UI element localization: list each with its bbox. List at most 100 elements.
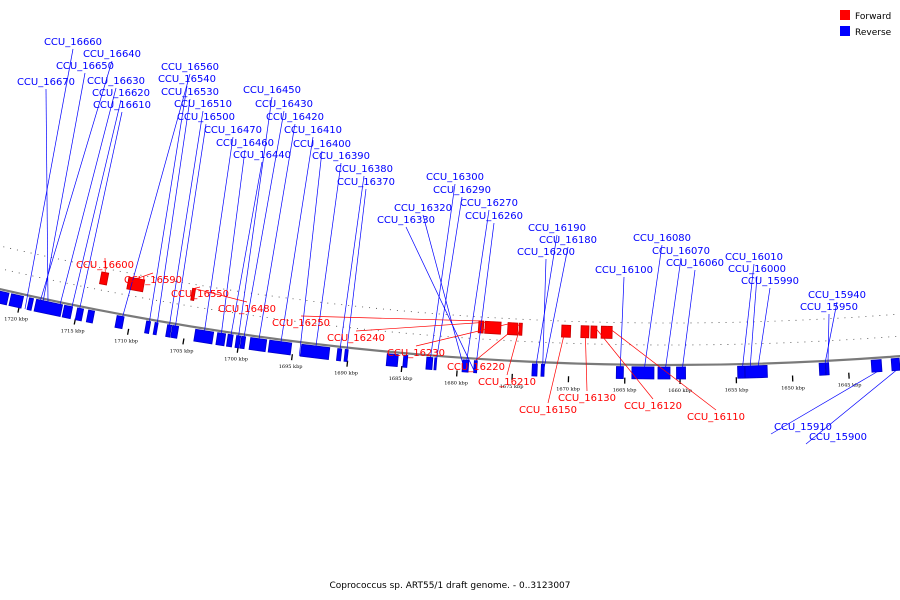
reverse-gene-label: CCU_15990 — [741, 276, 799, 287]
scale-tick-label: 1690 kbp — [334, 371, 358, 377]
legend-reverse-swatch — [840, 26, 850, 36]
forward-gene[interactable] — [561, 324, 572, 338]
reverse-gene[interactable] — [8, 293, 25, 309]
scale-tick-label: 1715 kbp — [61, 328, 85, 334]
reverse-gene[interactable] — [0, 290, 10, 306]
reverse-label-leader — [619, 276, 625, 379]
genome-backbone — [0, 287, 900, 367]
scale-tick-label: 1675 kbp — [500, 384, 524, 390]
reverse-label-leader — [464, 209, 490, 373]
legend: Forward Reverse — [840, 10, 892, 38]
reverse-gene-label: CCU_15900 — [809, 432, 867, 443]
reverse-label-leader — [827, 313, 830, 375]
reverse-label-leader — [202, 136, 234, 343]
reverse-gene-label: CCU_16260 — [465, 211, 523, 222]
reverse-gene-label: CCU_16390 — [312, 151, 370, 162]
forward-gene[interactable] — [126, 276, 146, 293]
forward-gene[interactable] — [600, 325, 613, 339]
reverse-gene-label: CCU_16610 — [93, 100, 151, 111]
reverse-gene[interactable] — [26, 297, 35, 311]
legend-reverse-label: Reverse — [855, 28, 892, 38]
reverse-gene[interactable] — [74, 307, 85, 322]
forward-gene[interactable] — [580, 325, 590, 339]
scale-tick-label: 1720 kbp — [4, 316, 28, 322]
reverse-gene-label: CCU_16540 — [158, 74, 216, 85]
scale-tick-label: 1710 kbp — [114, 339, 138, 345]
reverse-label-leader — [219, 149, 246, 346]
reverse-gene-label: CCU_16430 — [255, 99, 313, 110]
forward-gene[interactable] — [99, 271, 110, 286]
genes — [0, 271, 900, 380]
reverse-gene-label: CCU_16530 — [161, 87, 219, 98]
reverse-label-leader — [345, 188, 367, 362]
reverse-gene[interactable] — [818, 362, 827, 376]
reverse-gene-label: CCU_16000 — [728, 264, 786, 275]
forward-gene-label: CCU_16590 — [124, 275, 182, 286]
label-leaders — [24, 48, 897, 445]
scale-tick-label: 1670 kbp — [556, 386, 580, 392]
forward-label-leader — [415, 322, 514, 347]
reverse-gene[interactable] — [631, 366, 655, 380]
forward-gene-label: CCU_16600 — [76, 260, 134, 271]
forward-label-leader — [300, 315, 482, 322]
reverse-gene-label: CCU_16450 — [243, 85, 301, 96]
forward-gene[interactable] — [590, 325, 598, 339]
reverse-label-leader — [749, 275, 758, 378]
reverse-label-leader — [680, 269, 696, 380]
reverse-label-leader — [822, 301, 838, 376]
forward-gene-label: CCU_16130 — [558, 393, 616, 404]
forward-gene-label: CCU_16220 — [447, 362, 505, 373]
reverse-label-leader — [147, 85, 188, 334]
legend-forward-label: Forward — [855, 12, 891, 22]
reverse-label-leader — [45, 88, 49, 315]
reverse-gene-label: CCU_15910 — [774, 422, 832, 433]
reverse-gene-label: CCU_16670 — [17, 77, 75, 88]
reverse-gene[interactable] — [890, 357, 900, 372]
reverse-gene-label: CCU_16650 — [56, 61, 114, 72]
dotted-rings — [0, 245, 900, 346]
reverse-label-leader — [236, 96, 273, 348]
forward-label-leader — [355, 321, 494, 332]
forward-gene-label: CCU_16150 — [519, 405, 577, 416]
forward-gene-label: CCU_16110 — [687, 412, 745, 423]
scale-tick-label: 1700 kbp — [224, 357, 248, 363]
reverse-label-leader — [256, 123, 296, 351]
reverse-gene-label: CCU_16070 — [652, 246, 710, 257]
reverse-gene[interactable] — [870, 359, 883, 373]
scale-tick-label: 1645 kbp — [838, 383, 862, 389]
scale-tick-label: 1680 kbp — [444, 380, 468, 386]
forward-gene-label: CCU_16240 — [327, 333, 385, 344]
reverse-label-leader — [428, 183, 456, 370]
forward-gene-label: CCU_16120 — [624, 401, 682, 412]
reverse-label-leader — [740, 263, 755, 379]
reverse-gene-label: CCU_15940 — [808, 290, 866, 301]
reverse-gene-label: CCU_16640 — [83, 49, 141, 60]
reverse-gene[interactable] — [737, 365, 746, 379]
reverse-gene[interactable] — [825, 362, 830, 376]
reverse-label-leader — [24, 48, 74, 310]
reverse-label-leader — [119, 73, 191, 329]
forward-label-leader — [547, 325, 567, 404]
reverse-gene-label: CCU_16370 — [337, 177, 395, 188]
forward-label-leader — [194, 286, 201, 289]
reverse-label-leader — [534, 234, 558, 376]
forward-label-leader — [593, 325, 654, 400]
reverse-gene[interactable] — [85, 309, 96, 324]
reverse-gene[interactable] — [385, 353, 399, 368]
reverse-gene-label: CCU_16470 — [204, 125, 262, 136]
reverse-label-leader — [405, 226, 476, 373]
reverse-gene-label: CCU_16400 — [293, 139, 351, 150]
scale-tick-label: 1655 kbp — [725, 387, 749, 393]
reverse-label-leader — [36, 60, 113, 312]
reverse-label-leader — [422, 214, 466, 373]
reverse-label-leader — [663, 257, 682, 380]
scale-tick-mark — [400, 365, 403, 373]
reverse-label-leader — [313, 162, 342, 358]
reverse-gene-label: CCU_16660 — [44, 37, 102, 48]
reverse-label-leader — [173, 123, 207, 338]
reverse-label-leader — [542, 258, 547, 377]
reverse-gene[interactable] — [744, 365, 768, 379]
reverse-gene[interactable] — [402, 354, 409, 368]
